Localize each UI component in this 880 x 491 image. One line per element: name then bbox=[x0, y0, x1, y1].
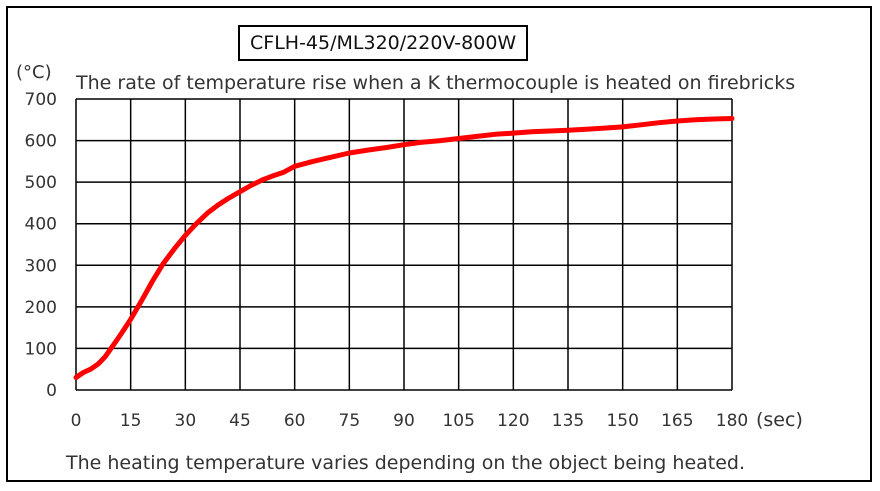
x-tick-label: 180 bbox=[716, 411, 748, 431]
x-tick-label: 135 bbox=[552, 411, 584, 431]
x-tick-label: 30 bbox=[175, 411, 197, 431]
grid bbox=[75, 98, 733, 391]
y-tick-label: 100 bbox=[25, 339, 57, 359]
x-tick-label: 165 bbox=[661, 411, 693, 431]
y-tick-label: 0 bbox=[46, 381, 57, 401]
y-tick-label: 200 bbox=[25, 298, 57, 318]
chart-frame bbox=[6, 6, 872, 482]
x-tick-label: 15 bbox=[120, 411, 142, 431]
x-tick-label: 150 bbox=[606, 411, 638, 431]
x-tick-label: 45 bbox=[229, 411, 251, 431]
chart-note: The heating temperature varies depending… bbox=[65, 452, 745, 474]
x-tick-label: 105 bbox=[442, 411, 474, 431]
x-tick-label: 90 bbox=[393, 411, 415, 431]
y-axis-unit: (°C) bbox=[16, 62, 52, 83]
y-tick-label: 600 bbox=[25, 132, 57, 152]
y-tick-label: 500 bbox=[25, 173, 57, 193]
y-tick-labels: 0 100 200 300 400 500 600 700 bbox=[25, 90, 57, 401]
y-tick-label: 700 bbox=[25, 90, 57, 110]
model-label: CFLH-45/ML320/220V-800W bbox=[238, 25, 529, 61]
chart-title: The rate of temperature rise when a K th… bbox=[75, 72, 795, 94]
x-tick-labels: 0 15 30 45 60 75 90 105 120 135 150 165 180 bbox=[71, 411, 749, 431]
x-axis-unit: (sec) bbox=[756, 409, 803, 431]
y-tick-label: 400 bbox=[25, 215, 57, 235]
temperature-series-line bbox=[73, 116, 735, 380]
y-tick-label: 300 bbox=[25, 256, 57, 276]
x-tick-label: 60 bbox=[284, 411, 306, 431]
x-tick-label: 0 bbox=[71, 411, 82, 431]
x-tick-label: 75 bbox=[339, 411, 361, 431]
x-tick-label: 120 bbox=[497, 411, 529, 431]
